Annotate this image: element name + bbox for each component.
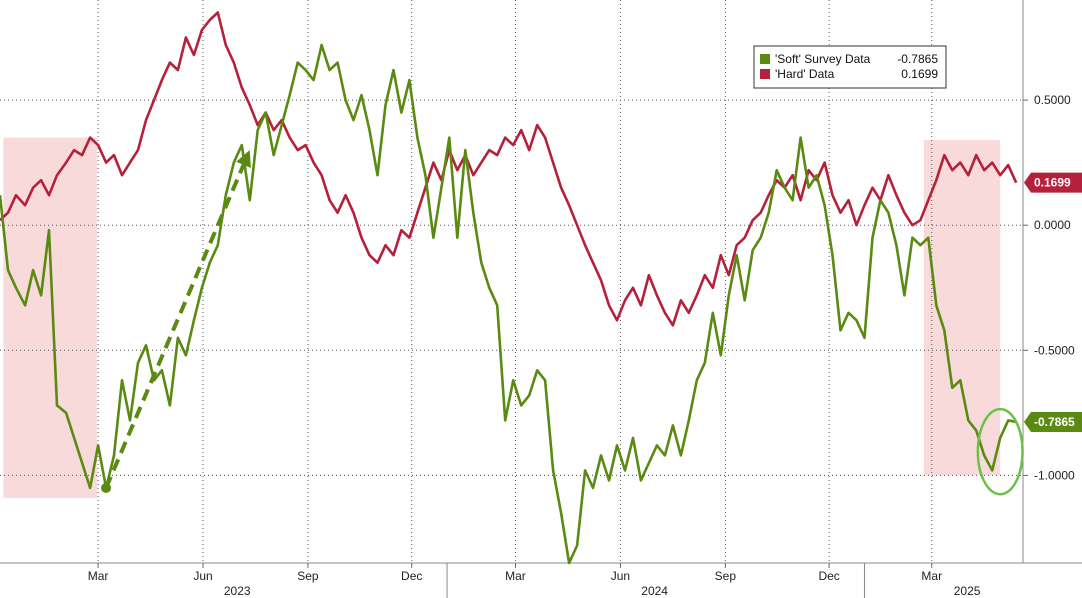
last-value-tag-1: 0.1699 [1034, 176, 1071, 190]
y-tick-label: 0.5000 [1034, 93, 1071, 107]
x-tick-label: Mar [921, 569, 942, 583]
x-tick-label: Sep [715, 569, 737, 583]
year-label: 2024 [641, 584, 668, 598]
series-line-0 [0, 43, 1017, 565]
y-tick-label: 0.0000 [1034, 218, 1071, 232]
x-tick-label: Dec [401, 569, 422, 583]
series-lines [0, 11, 1018, 565]
trend-arrow-head [236, 150, 251, 168]
trend-arrow-shaft [104, 164, 246, 489]
legend: 'Soft' Survey Data -0.7865 'Hard' Data 0.16… [753, 45, 947, 89]
last-value-tags: -0.7865 0.1699 [1024, 172, 1082, 432]
x-tick-label: Dec [818, 569, 839, 583]
trend-arrow-origin-dot [101, 482, 112, 493]
y-tick-label: -0.5000 [1034, 343, 1075, 357]
legend-swatch-1 [760, 69, 770, 79]
gridlines [0, 0, 1023, 563]
shaded-region-1 [923, 140, 1001, 476]
legend-value-0: -0.7865 [897, 52, 938, 66]
last-value-tag-bg-1 [1024, 172, 1082, 193]
axes [0, 0, 1082, 564]
x-tick-label: Mar [505, 569, 526, 583]
series-line-1 [0, 11, 1018, 327]
x-tick-label: Jun [611, 569, 630, 583]
highlight-circle [976, 407, 1024, 496]
legend-value-1: 0.1699 [901, 67, 938, 81]
x-axis-ticks: Mar Jun Sep Dec Mar Jun Sep Dec Mar 2023 2024 2025 [88, 563, 981, 598]
shaded-regions [3, 137, 1001, 498]
legend-label-1: 'Hard' Data [775, 67, 835, 81]
x-tick-label: Jun [193, 569, 212, 583]
y-axis-ticks: 0.5000 0.0000 -0.5000 -1.0000 [1023, 93, 1075, 482]
x-tick-label: Sep [297, 569, 319, 583]
legend-label-0: 'Soft' Survey Data [775, 52, 871, 66]
legend-swatch-0 [760, 54, 770, 64]
year-label: 2025 [954, 584, 981, 598]
year-label: 2023 [224, 584, 251, 598]
last-value-tag-0: -0.7865 [1034, 415, 1075, 429]
legend-box [753, 45, 947, 89]
y-tick-label: -1.0000 [1034, 468, 1075, 482]
x-tick-label: Mar [88, 569, 109, 583]
last-value-tag-bg-0 [1024, 411, 1082, 432]
annotations [101, 150, 1024, 496]
